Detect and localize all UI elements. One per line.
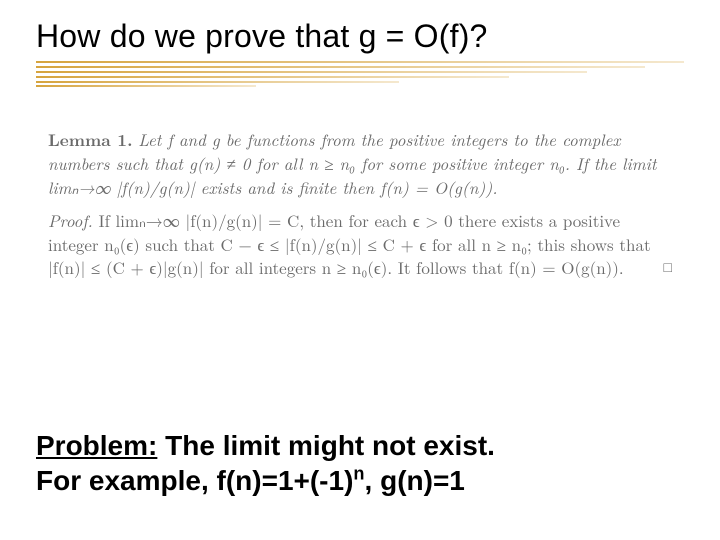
stripe-3: [36, 71, 587, 73]
proof-text: If limₙ→∞ |f(n)/g(n)| = C, then for each…: [48, 208, 651, 279]
title-underline-stripes: [36, 61, 684, 87]
lemma-paragraph: Lemma 1. Let f and g be functions from t…: [48, 128, 672, 199]
problem-line1: The limit might not exist.: [157, 430, 495, 461]
stripe-4: [36, 76, 509, 78]
problem-label: Problem:: [36, 430, 157, 461]
problem-block: Problem: The limit might not exist. For …: [36, 428, 684, 498]
qed-icon: □: [664, 258, 672, 277]
proof-paragraph: Proof. If limₙ→∞ |f(n)/g(n)| = C, then f…: [48, 209, 672, 279]
title-block: How do we prove that g = O(f)?: [36, 18, 684, 87]
lemma-label: Lemma 1.: [48, 128, 133, 152]
problem-line2-suffix: , g(n)=1: [365, 465, 465, 496]
proof-label: Proof.: [48, 208, 93, 232]
page-title: How do we prove that g = O(f)?: [36, 18, 684, 55]
problem-superscript: n: [353, 464, 364, 484]
stripe-5: [36, 81, 399, 83]
stripe-1: [36, 61, 684, 63]
lemma-proof-block: Lemma 1. Let f and g be functions from t…: [48, 128, 672, 290]
lemma-statement: Let f and g be functions from the positi…: [48, 127, 656, 199]
stripe-2: [36, 66, 645, 68]
stripe-6: [36, 85, 256, 87]
problem-line2-prefix: For example, f(n)=1+(-1): [36, 465, 353, 496]
